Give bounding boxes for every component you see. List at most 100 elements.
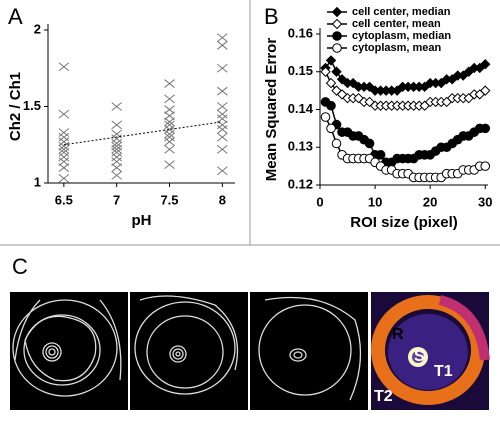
marker	[325, 55, 337, 66]
marker	[364, 96, 375, 108]
marker	[364, 138, 375, 149]
point	[164, 132, 175, 142]
point	[217, 63, 228, 73]
y-axis-label: Ch2 / Ch1	[7, 72, 24, 141]
marker	[480, 85, 491, 96]
legend-marker	[332, 43, 342, 53]
point	[58, 157, 70, 166]
point	[111, 102, 122, 111]
point	[164, 105, 175, 114]
region-label: T1	[434, 363, 453, 380]
point	[164, 111, 175, 121]
region-label: R	[392, 326, 404, 343]
point	[111, 144, 122, 154]
point	[58, 148, 70, 157]
point	[164, 125, 175, 134]
x-axis-label: pH	[132, 212, 152, 229]
point	[58, 141, 70, 151]
legend-label: cytoplasm, mean	[352, 42, 442, 54]
point	[217, 109, 228, 119]
y-axis-label: Mean Squared Error	[263, 38, 280, 182]
point	[217, 102, 228, 111]
x-tick-label: 7	[113, 192, 120, 207]
y-tick-label: 1	[34, 174, 41, 189]
point	[111, 157, 122, 166]
y-tick-label: 0.13	[288, 139, 313, 154]
point	[58, 163, 70, 173]
x-tick-label: 7.5	[160, 192, 178, 207]
legend-label: cell center, median	[352, 6, 451, 18]
trendline	[63, 121, 223, 146]
point	[217, 40, 228, 50]
x-tick-label: 10	[368, 194, 382, 209]
point	[111, 152, 122, 162]
y-tick-label: 2	[34, 21, 41, 36]
marker	[320, 112, 331, 122]
point	[164, 94, 175, 104]
marker	[336, 74, 348, 85]
point	[58, 174, 70, 183]
point	[111, 170, 122, 180]
point	[58, 128, 70, 137]
point	[217, 125, 228, 134]
panel-label: A	[8, 4, 23, 29]
point	[217, 144, 228, 154]
point	[164, 79, 175, 88]
x-tick-label: 20	[423, 194, 437, 209]
x-tick-label: 30	[478, 194, 492, 209]
y-tick-label: 0.16	[288, 25, 313, 40]
marker	[364, 81, 375, 93]
marker	[325, 77, 337, 89]
marker	[480, 123, 491, 134]
point	[111, 134, 122, 144]
image-1	[10, 292, 128, 410]
legend-marker	[331, 18, 343, 30]
x-axis-label: ROI size (pixel)	[350, 214, 458, 231]
point	[164, 129, 175, 139]
image-3	[250, 292, 368, 410]
point	[111, 163, 122, 173]
legend-marker	[331, 6, 343, 18]
marker	[480, 58, 491, 70]
point	[164, 137, 175, 147]
x-tick-label: 0	[316, 194, 323, 209]
y-tick-label: 0.15	[288, 63, 313, 78]
marker	[336, 89, 348, 100]
marker	[326, 100, 336, 111]
image-4	[371, 292, 490, 410]
point	[217, 86, 228, 96]
marker	[326, 123, 336, 134]
y-tick-label: 0.14	[288, 101, 314, 116]
legend-label: cytoplasm, median	[352, 30, 451, 42]
point	[111, 141, 122, 151]
point	[58, 144, 70, 154]
point	[58, 152, 70, 162]
point	[217, 166, 228, 176]
region-label: T2	[374, 388, 393, 405]
point	[111, 138, 122, 148]
panel-label: C	[12, 254, 28, 279]
x-tick-label: 8	[219, 192, 226, 207]
marker	[480, 161, 491, 171]
point	[58, 132, 70, 142]
point	[217, 33, 228, 43]
point	[58, 62, 70, 72]
marker	[375, 150, 386, 160]
marker	[331, 66, 342, 77]
x-tick-label: 6.5	[55, 192, 73, 207]
marker	[331, 138, 342, 149]
y-tick-label: 0.12	[288, 176, 313, 191]
marker	[331, 85, 342, 96]
point	[217, 132, 228, 142]
point	[111, 120, 122, 130]
point	[58, 109, 70, 119]
point	[217, 114, 228, 124]
point	[164, 160, 175, 170]
point	[164, 120, 175, 130]
image-2	[130, 292, 248, 410]
point	[164, 144, 175, 154]
y-tick-label: 1.5	[23, 98, 41, 113]
legend-marker	[332, 31, 342, 41]
region-label: S	[414, 348, 425, 365]
